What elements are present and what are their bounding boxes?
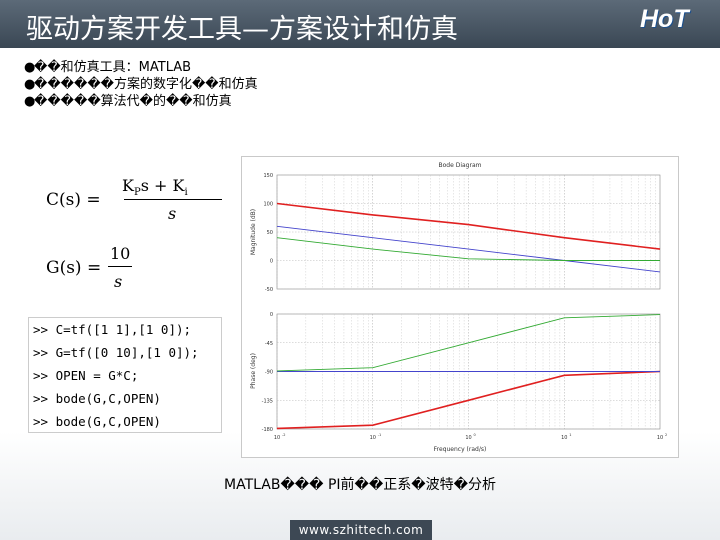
chart-caption: MATLAB��� PI前��正系�波特�分析 [224,477,496,493]
magnitude-series-line [276,237,660,261]
x-tick-label: 10 [465,435,471,441]
x-tick-label: 10 [370,435,376,441]
bullet-item: ●������方案的数字化��和仿真 [24,76,258,93]
x-axis-label: Frequency (rad/s) [434,446,487,453]
y-tick-label: 150 [263,173,273,179]
phase-series-line [276,370,661,430]
y-tick-label: 100 [263,202,273,208]
y-tick-label: -135 [262,398,273,404]
bullet-text: ��和仿真工具：MATLAB [34,60,192,75]
chart-title: Bode Diagram [439,162,482,169]
x-tick-exponent: 0 [474,433,476,437]
num-i: i [184,187,188,199]
fraction-bar [124,199,222,200]
y-tick-label: -180 [262,427,273,433]
x-tick-label: 10 [561,435,567,441]
x-tick-exponent: 1 [569,433,571,437]
fraction-bar [108,266,132,267]
num-mid: s + K [140,176,185,195]
plant-formula: G(s) = 10 s [46,244,146,294]
bode-chart-frame: Bode Diagram Frequency (rad/s) Magnitude… [241,156,679,458]
x-tick-label: 10 [274,435,280,441]
y-tick-label: -90 [265,370,273,376]
code-line: >> OPEN = G*C; [33,368,139,383]
magnitude-axis-label: Magnitude (dB) [250,209,257,255]
x-tick-exponent: 2 [665,433,667,437]
title-bar: 驱动方案开发工具—方案设计和仿真 HoT [0,0,720,48]
x-tick-label: 10 [657,435,663,441]
formula-lhs: G(s) = [46,258,102,278]
y-tick-label: 50 [267,230,273,236]
code-line: >> bode(G,C,OPEN) [33,391,161,406]
slide-title: 驱动方案开发工具—方案设计和仿真 [26,14,458,45]
magnitude-series-line [276,225,661,273]
hot-logo: HoT [640,5,714,35]
phase-axis-label: Phase (deg) [250,353,257,389]
y-tick-label: 0 [270,259,273,265]
bullet-dot-icon: ● [24,60,36,75]
bullet-item: ●�����算法代�的��和仿真 [24,93,258,110]
bode-chart: Bode Diagram Frequency (rad/s) Magnitude… [250,162,667,453]
controller-formula: C(s) = KPs + Ki s [46,176,222,226]
formula-numerator: KPs + Ki [122,176,222,198]
magnitude-series-line [276,202,661,250]
y-tick-label: -50 [265,287,273,293]
bullet-item: ●��和仿真工具：MATLAB [24,59,258,76]
y-tick-label: 0 [270,312,273,318]
logo-text: HoT [640,5,689,33]
code-line: >> G=tf([0 10],[1 0]); [33,345,199,360]
bullet-dot-icon: ● [24,94,36,109]
code-line: >> bode(G,C,OPEN) [33,414,161,429]
bullet-dot-icon: ● [24,77,36,92]
code-line: >> C=tf([1 1],[1 0]); [33,322,192,337]
bullet-text: ������方案的数字化��和仿真 [34,77,258,92]
matlab-code-block: >> C=tf([1 1],[1 0]); >> G=tf([0 10],[1 … [28,317,222,433]
formula-denominator: s [168,204,177,223]
y-tick-label: -45 [265,341,273,347]
formula-denominator: s [114,272,123,291]
footer-bar: www.szhittech.com [290,520,432,540]
phase-series-line [276,314,661,372]
x-tick-exponent: -1 [378,433,382,437]
footer-url: www.szhittech.com [298,523,424,537]
num-p: P [133,187,141,199]
num-k: K [122,176,134,195]
bullet-list: ●��和仿真工具：MATLAB ●������方案的数字化��和仿真 ●����… [24,59,258,110]
formula-lhs: C(s) = [46,190,101,210]
bullet-text: �����算法代�的��和仿真 [34,94,232,109]
formula-numerator: 10 [110,244,131,263]
x-tick-exponent: -2 [282,433,286,437]
